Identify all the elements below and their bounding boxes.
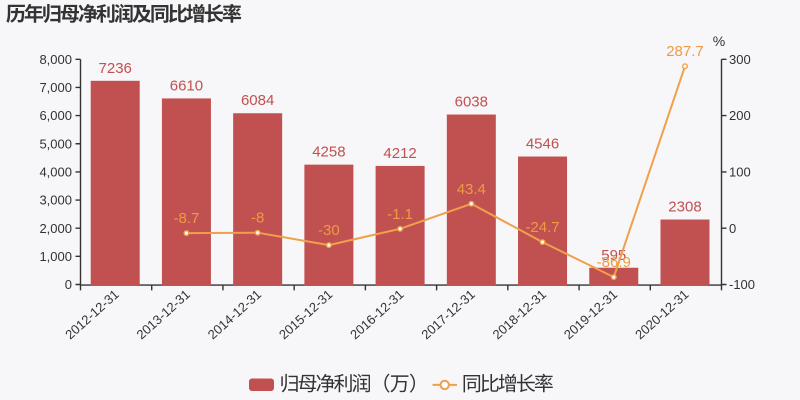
svg-text:0: 0 [729, 221, 736, 236]
svg-text:%: % [713, 33, 725, 49]
svg-text:6038: 6038 [455, 94, 488, 111]
svg-text:4546: 4546 [526, 136, 559, 153]
svg-text:4212: 4212 [383, 145, 416, 162]
svg-text:7,000: 7,000 [39, 80, 72, 95]
svg-text:-86.9: -86.9 [597, 254, 631, 271]
svg-text:2308: 2308 [668, 199, 701, 216]
svg-text:4,000: 4,000 [39, 165, 72, 180]
svg-text:5,000: 5,000 [39, 136, 72, 151]
svg-text:-24.7: -24.7 [525, 219, 559, 236]
svg-text:7236: 7236 [99, 60, 132, 77]
svg-text:-1.1: -1.1 [387, 206, 413, 223]
svg-text:-100: -100 [729, 277, 755, 292]
svg-text:2,000: 2,000 [39, 221, 72, 236]
svg-text:-8.7: -8.7 [174, 210, 200, 227]
svg-text:6,000: 6,000 [39, 108, 72, 123]
svg-text:-30: -30 [318, 222, 340, 239]
svg-text:3,000: 3,000 [39, 193, 72, 208]
svg-text:100: 100 [729, 165, 751, 180]
svg-text:8,000: 8,000 [39, 52, 72, 67]
svg-text:43.4: 43.4 [457, 181, 486, 198]
svg-text:1,000: 1,000 [39, 249, 72, 264]
svg-text:300: 300 [729, 52, 751, 67]
svg-text:287.7: 287.7 [666, 43, 704, 60]
svg-text:4258: 4258 [312, 144, 345, 161]
svg-text:0: 0 [65, 277, 72, 292]
svg-text:200: 200 [729, 108, 751, 123]
svg-text:-8: -8 [251, 210, 264, 227]
svg-text:6084: 6084 [241, 92, 274, 109]
svg-text:6610: 6610 [170, 77, 203, 94]
